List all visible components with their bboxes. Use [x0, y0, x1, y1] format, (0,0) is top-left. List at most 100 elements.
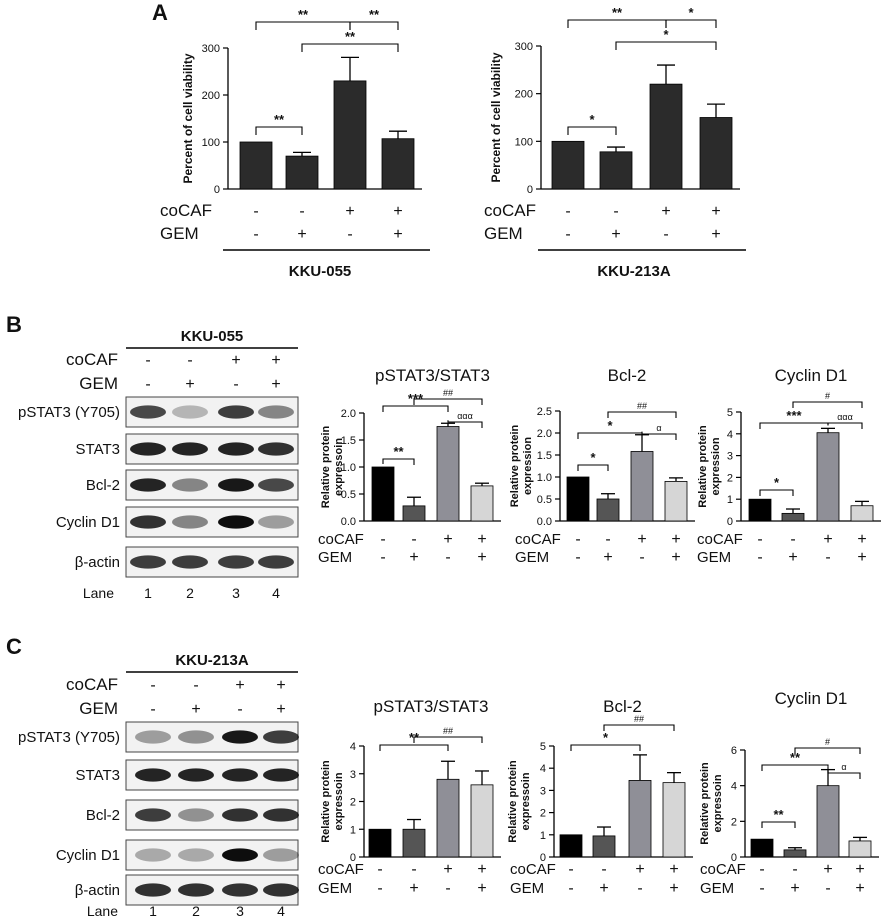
condition-sign-cocaf-C2: +	[669, 861, 678, 878]
band-c-3-lane-3	[222, 808, 258, 822]
band-c-5-lane-3	[222, 883, 258, 897]
band-label-b-3: Bcl-2	[86, 477, 120, 494]
sig-label-A2: *	[663, 27, 669, 42]
sig-label-A1: **	[298, 7, 309, 22]
chart-title-C2: Bcl-2	[603, 697, 642, 716]
condition-label-cocaf-B3: coCAF	[697, 531, 743, 548]
blot-cocaf-sign-c: -	[193, 677, 198, 694]
chart-title-B2: Bcl-2	[608, 366, 647, 385]
blot-cocaf-sign-b: +	[271, 352, 280, 369]
lane-number-b: 2	[186, 585, 194, 601]
y-tick-label-B2: 2.0	[537, 428, 552, 440]
condition-label-cocaf-A1: coCAF	[160, 201, 212, 220]
sig-label-B3: ααα	[837, 412, 853, 422]
sig-label-C1: ##	[443, 726, 453, 736]
sig-bracket-B3	[759, 422, 829, 429]
sig-label-C3: **	[790, 750, 801, 765]
condition-sign-gem-C2: -	[637, 880, 642, 897]
condition-sign-gem-A2: +	[711, 226, 720, 243]
sig-bracket-B2	[607, 411, 677, 418]
bar-A1-1	[239, 141, 273, 190]
bar-A1-3	[333, 80, 367, 190]
y-tick-label-B1: 1.0	[341, 462, 356, 474]
condition-sign-gem-A1: -	[347, 226, 352, 243]
y-tick-label-B1: 0.5	[341, 489, 356, 501]
sig-bracket-C3	[794, 747, 861, 754]
condition-label-cocaf-B1: coCAF	[318, 531, 364, 548]
condition-sign-cocaf-B1: -	[380, 531, 385, 548]
band-b-4-lane-1	[130, 515, 166, 529]
condition-sign-cocaf-A1: -	[299, 203, 304, 220]
band-c-1-lane-1	[135, 730, 171, 744]
condition-sign-cocaf-A1: +	[393, 203, 402, 220]
band-label-c-3: Bcl-2	[86, 807, 120, 824]
bar-C3-4	[848, 840, 872, 858]
sig-bracket-A1	[255, 126, 303, 135]
condition-label-gem-C1: GEM	[318, 880, 352, 897]
sig-bracket-B2	[641, 431, 677, 440]
sig-bracket-A2	[567, 126, 617, 135]
sig-bracket-B2	[577, 464, 609, 471]
bar-A2-3	[649, 83, 683, 190]
bar-B3-2	[781, 512, 805, 522]
sig-label-C3: **	[773, 807, 784, 822]
condition-label-cocaf-B2: coCAF	[515, 531, 561, 548]
chart-title-B1: pSTAT3/STAT3	[375, 366, 490, 385]
y-axis-label-A2: Percent of cell viability	[489, 52, 503, 182]
sig-bracket-A2	[665, 19, 717, 28]
y-tick-label-C1: 4	[350, 741, 356, 753]
condition-sign-cocaf-B3: +	[857, 531, 866, 548]
y-tick-label-B3: 2	[727, 472, 733, 484]
band-b-2-lane-4	[258, 442, 294, 456]
y-label-line: Relative protein	[320, 425, 332, 508]
blot-cell-line-b: KKU-055	[181, 328, 244, 345]
sig-label-A1: **	[345, 29, 356, 44]
blot-gem-sign-c: -	[150, 701, 155, 718]
y-tick-label-A1: 0	[214, 184, 220, 196]
y-tick-label-C2: 5	[540, 741, 546, 753]
condition-label-gem-B2: GEM	[515, 549, 549, 566]
sig-label-B1: ααα	[457, 411, 473, 421]
band-b-1-lane-2	[172, 405, 208, 419]
lane-number-b: 3	[232, 585, 240, 601]
condition-sign-cocaf-C1: +	[443, 861, 452, 878]
band-label-c-1: pSTAT3 (Y705)	[18, 729, 120, 746]
sig-bracket-A1	[255, 21, 351, 30]
sig-bracket-C3	[827, 766, 861, 779]
band-c-3-lane-2	[178, 808, 214, 822]
condition-sign-gem-C3: +	[855, 880, 864, 897]
condition-sign-cocaf-B3: +	[823, 531, 832, 548]
band-b-3-lane-3	[218, 478, 254, 492]
y-tick-label-C2: 3	[540, 785, 546, 797]
sig-bracket-B1	[413, 398, 483, 405]
sig-label-B3: *	[774, 475, 780, 490]
bar-A1-2	[285, 155, 319, 190]
bar-C1-2	[402, 828, 426, 858]
band-b-2-lane-3	[218, 442, 254, 456]
condition-sign-gem-C1: -	[445, 880, 450, 897]
y-tick-label-C1: 2	[350, 797, 356, 809]
band-b-5-lane-2	[172, 555, 208, 569]
band-b-3-lane-1	[130, 478, 166, 492]
bar-C1-1	[368, 828, 392, 858]
band-c-1-lane-3	[222, 730, 258, 744]
bar-B2-2	[596, 498, 620, 522]
blot-cell-line-c: KKU-213A	[175, 652, 249, 669]
condition-sign-cocaf-A1: -	[253, 203, 258, 220]
y-label-line: expressoin	[333, 438, 345, 496]
y-label-line: Relative protein	[507, 760, 519, 843]
sig-bracket-C1	[379, 744, 449, 751]
condition-sign-cocaf-C1: -	[411, 861, 416, 878]
blot-gem-sign-b: -	[233, 376, 238, 393]
blot-cocaf-sign-b: -	[187, 352, 192, 369]
condition-sign-gem-C2: +	[599, 880, 608, 897]
bar-C3-2	[783, 849, 807, 858]
condition-sign-cocaf-B1: +	[477, 531, 486, 548]
condition-sign-gem-A1: -	[253, 226, 258, 243]
sig-label-C3: α	[841, 762, 846, 772]
condition-sign-gem-A2: -	[663, 226, 668, 243]
condition-sign-gem-B2: +	[671, 549, 680, 566]
lane-number-c: 4	[277, 903, 285, 919]
y-tick-label-B3: 1	[727, 494, 733, 506]
sig-label-B2: α	[656, 423, 661, 433]
